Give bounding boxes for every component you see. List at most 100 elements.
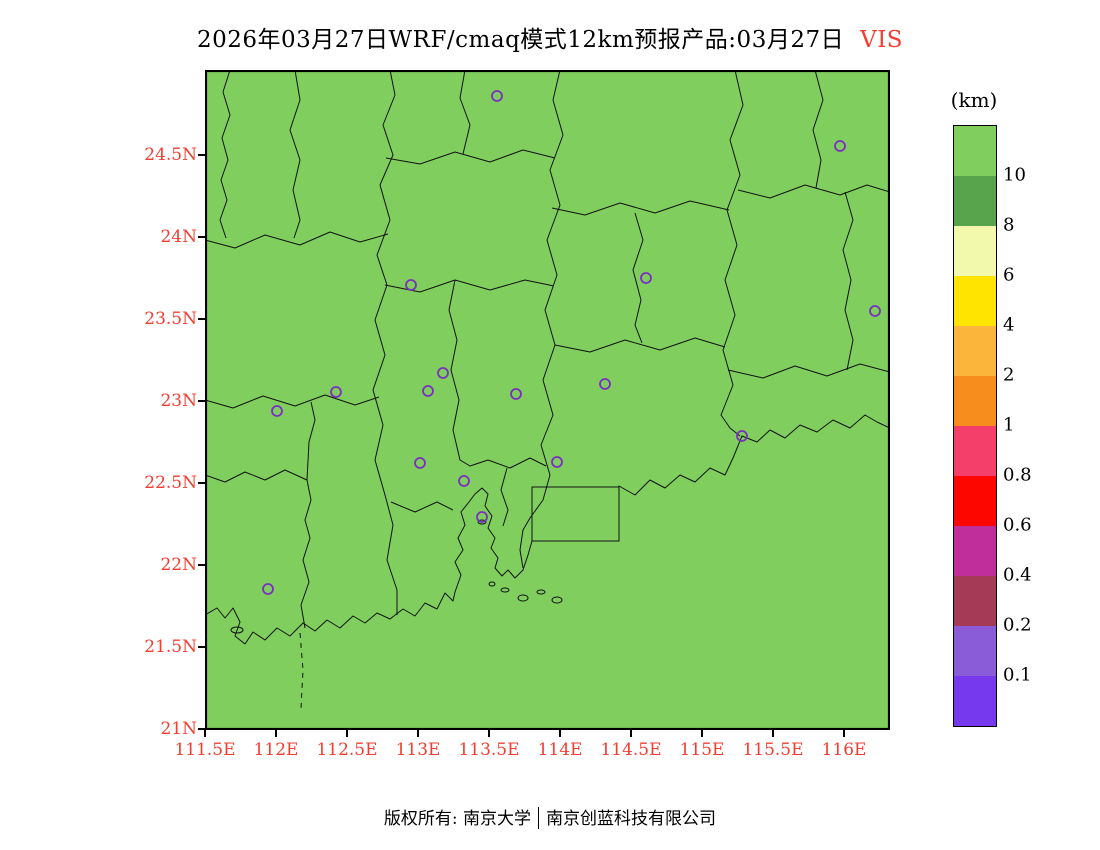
lon-tick-label: 114.5E	[600, 740, 662, 760]
colorbar	[953, 125, 997, 727]
figure-title-text: 2026年03月27日WRF/cmaq模式12km预报产品:03月27日	[196, 27, 845, 53]
lat-tick-mark	[198, 646, 205, 648]
city-marker	[262, 583, 274, 595]
colorbar-segment	[954, 126, 996, 176]
colorbar-segment	[954, 376, 996, 426]
city-marker	[422, 385, 434, 397]
city-marker	[510, 388, 522, 400]
map-panel	[205, 70, 890, 730]
colorbar-segment	[954, 276, 996, 326]
boundary-line	[448, 279, 489, 467]
colorbar-segment	[954, 326, 996, 376]
lon-tick-mark	[275, 730, 277, 737]
boundary-line	[551, 200, 730, 216]
colorbar-segment	[954, 626, 996, 676]
lon-tick-label: 111.5E	[174, 740, 236, 760]
boundary-line	[219, 70, 231, 239]
boundary-line	[737, 184, 890, 199]
lon-tick-mark	[559, 730, 561, 737]
lon-tick-mark	[630, 730, 632, 737]
lon-tick-label: 116E	[821, 740, 867, 760]
lat-tick-mark	[198, 400, 205, 402]
lon-tick-label: 115.5E	[742, 740, 804, 760]
lat-tick-mark	[198, 728, 205, 730]
lon-tick-mark	[346, 730, 348, 737]
copyright-text-2: 南京创蓝科技有限公司	[546, 809, 717, 829]
city-marker	[869, 305, 881, 317]
lon-tick-label: 115E	[679, 740, 725, 760]
figure-title: 2026年03月27日WRF/cmaq模式12km预报产品:03月27日 VIS	[0, 20, 1100, 54]
island	[551, 596, 563, 604]
colorbar-tick-label: 2	[1003, 364, 1015, 386]
lat-tick-mark	[198, 482, 205, 484]
colorbar-tick-label: 8	[1003, 214, 1015, 236]
lon-tick-mark	[488, 730, 490, 737]
boundary-line	[459, 70, 471, 155]
lat-tick-mark	[198, 154, 205, 156]
island	[500, 587, 510, 593]
lon-tick-label: 113E	[395, 740, 441, 760]
colorbar-tick-label: 0.8	[1003, 464, 1032, 486]
lon-tick-label: 114E	[537, 740, 583, 760]
city-marker	[271, 405, 283, 417]
city-marker	[330, 386, 342, 398]
city-marker	[458, 475, 470, 487]
boundary-line	[205, 469, 308, 483]
lon-tick-label: 112E	[253, 740, 299, 760]
island	[517, 594, 529, 602]
boundary-line	[384, 279, 555, 293]
city-markers	[262, 90, 881, 595]
map-background	[205, 70, 890, 730]
city-marker	[491, 90, 503, 102]
admin-boundaries	[205, 70, 890, 709]
boundary-line	[487, 457, 547, 469]
boundary-line	[842, 191, 854, 371]
domain-box	[531, 486, 620, 542]
lat-tick-label: 22N	[160, 555, 197, 575]
colorbar-segment	[954, 526, 996, 576]
city-marker	[736, 430, 748, 442]
colorbar-tick-label: 4	[1003, 314, 1015, 336]
boundary-line	[727, 363, 890, 379]
city-marker	[599, 378, 611, 390]
island	[536, 589, 546, 595]
lat-tick-mark	[198, 564, 205, 566]
colorbar-tick-label: 6	[1003, 264, 1015, 286]
boundary-line	[300, 401, 316, 629]
city-marker	[437, 367, 449, 379]
city-marker	[640, 272, 652, 284]
copyright-text-1: 版权所有: 南京大学	[383, 809, 532, 829]
lat-tick-label: 21.5N	[144, 637, 197, 657]
map-frame	[205, 70, 890, 730]
lat-tick-label: 24N	[160, 227, 197, 247]
boundary-line	[385, 149, 556, 165]
colorbar-segment	[954, 426, 996, 476]
colorbar-segment	[954, 676, 996, 726]
lat-tick-label: 21N	[160, 719, 197, 739]
island	[488, 581, 496, 587]
colorbar-segment	[954, 476, 996, 526]
coastline	[205, 414, 890, 645]
boundary-line	[554, 337, 726, 353]
city-marker	[834, 140, 846, 152]
boundary-line	[812, 70, 824, 189]
city-marker	[405, 279, 417, 291]
copyright-footer: 版权所有: 南京大学 南京创蓝科技有限公司	[0, 804, 1100, 829]
boundary-line	[500, 467, 509, 527]
boundary-line	[519, 70, 564, 569]
boundary-line	[720, 70, 744, 437]
lon-tick-label: 113.5E	[458, 740, 520, 760]
lat-tick-mark	[198, 318, 205, 320]
boundary-line	[390, 501, 454, 513]
colorbar-segment	[954, 226, 996, 276]
colorbar-tick-label: 0.2	[1003, 614, 1032, 636]
colorbar-tick-label: 0.4	[1003, 564, 1032, 586]
boundary-line	[205, 394, 380, 409]
maritime-dashed-boundary	[299, 632, 304, 709]
colorbar-tick-label: 0.1	[1003, 664, 1032, 686]
lon-tick-mark	[843, 730, 845, 737]
lon-tick-label: 112.5E	[316, 740, 378, 760]
forecast-map	[205, 70, 890, 730]
lon-tick-mark	[701, 730, 703, 737]
